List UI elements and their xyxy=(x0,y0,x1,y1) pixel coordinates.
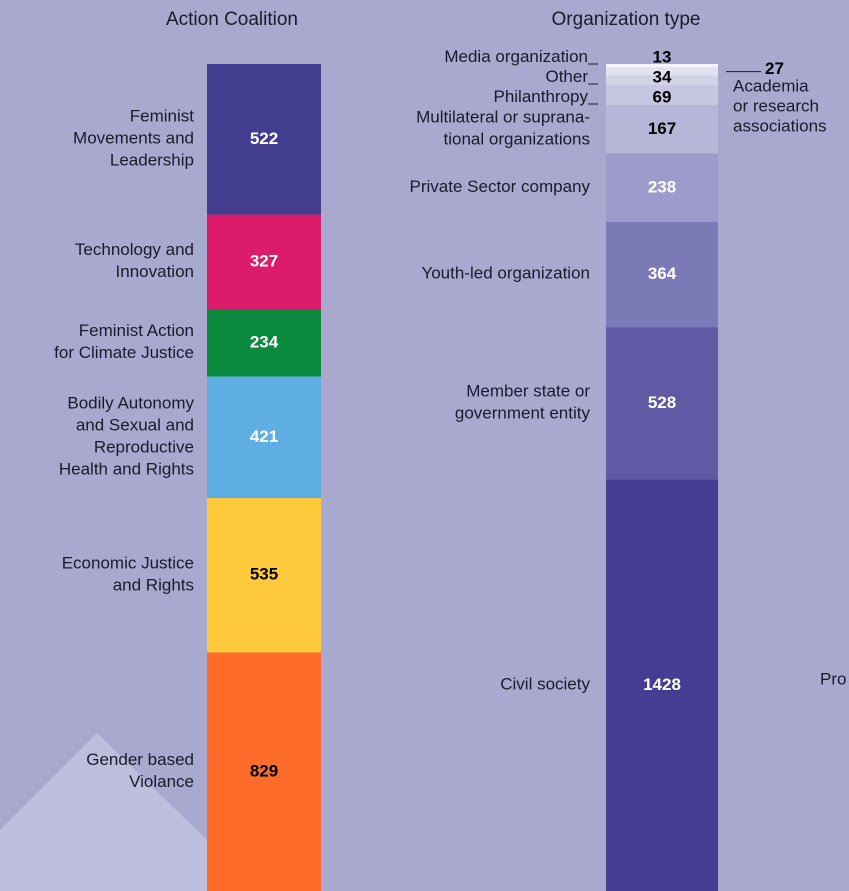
segment-label: Academia or research associations xyxy=(733,77,827,136)
value-label: 829 xyxy=(250,762,278,781)
value-label: 364 xyxy=(648,264,677,283)
segment-label: Bodily Autonomy and Sexual and Reproductiv… xyxy=(59,394,195,479)
segment xyxy=(606,75,718,86)
value-label: 535 xyxy=(250,565,278,584)
segment-label: Private Sector company xyxy=(410,177,591,196)
segment xyxy=(207,498,321,653)
segment xyxy=(207,309,321,377)
segment xyxy=(606,222,718,328)
segment xyxy=(606,479,718,891)
segment xyxy=(207,376,321,499)
value-label: 234 xyxy=(250,332,279,351)
segment-label: Feminist Movements and Leadership xyxy=(73,107,194,170)
value-label: 69 xyxy=(653,87,672,106)
segment-label: Youth-led organization xyxy=(421,264,590,283)
segment-label: Other xyxy=(545,67,588,86)
value-label: 421 xyxy=(250,427,278,446)
value-label: 1428 xyxy=(643,675,681,694)
segment-label: Philanthropy xyxy=(493,87,588,106)
value-label: 522 xyxy=(250,129,278,148)
segment-label: Multilateral or suprana-tional organizat… xyxy=(416,108,590,149)
segment xyxy=(606,85,718,106)
segment xyxy=(606,105,718,154)
segment xyxy=(606,327,718,480)
segment-label: Member state or government entity xyxy=(455,382,591,423)
chart-title: Organization type xyxy=(552,9,701,30)
value-label: 327 xyxy=(250,251,278,270)
decoration xyxy=(0,733,207,891)
value-label: 238 xyxy=(648,177,676,196)
value-label: 27 xyxy=(765,59,784,78)
segment xyxy=(207,64,321,215)
value-label: 13 xyxy=(653,47,672,66)
segment xyxy=(207,652,321,891)
value-label: 34 xyxy=(653,67,672,86)
segment-label: Civil society xyxy=(500,675,590,694)
chart-title: Action Coalition xyxy=(166,9,298,30)
segment-label: Media organization xyxy=(444,47,588,66)
segment-label: Feminist Action for Climate Justice xyxy=(54,321,194,362)
segment-label: Economic Justice and Rights xyxy=(62,554,194,595)
clipped-label: Pro xyxy=(820,669,846,688)
value-label: 528 xyxy=(648,393,676,412)
segment xyxy=(207,214,321,310)
value-label: 167 xyxy=(648,119,676,138)
segment-label: Technology and Innovation xyxy=(75,240,194,281)
segment xyxy=(606,153,718,223)
segment-label: Gender based Violance xyxy=(86,751,194,792)
segment xyxy=(606,64,718,68)
segment xyxy=(606,67,718,76)
